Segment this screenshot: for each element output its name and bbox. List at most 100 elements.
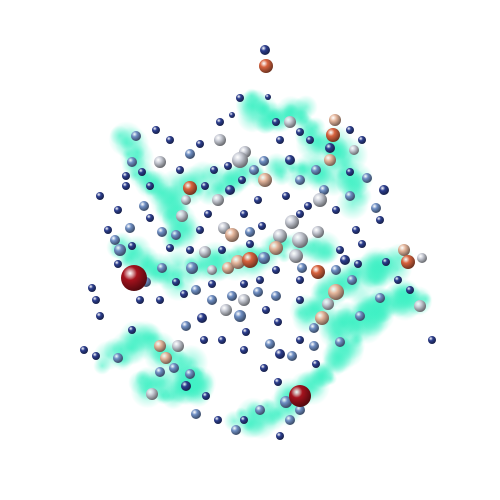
halo-sphere (276, 432, 284, 440)
halo-sphere (285, 155, 295, 165)
halo-sphere (114, 206, 122, 214)
halo-sphere (191, 285, 201, 295)
halo-sphere (172, 278, 180, 286)
halo-sphere (216, 118, 224, 126)
halo-sphere (417, 253, 427, 263)
halo-sphere (156, 296, 164, 304)
halo-sphere (200, 336, 208, 344)
halo-sphere (354, 260, 362, 268)
halo-sphere (229, 112, 235, 118)
halo-sphere (273, 229, 287, 243)
halo-sphere (296, 336, 304, 344)
halo-sphere (295, 175, 305, 185)
halo-sphere (246, 240, 254, 248)
halo-sphere (312, 226, 324, 238)
halo-sphere (222, 262, 234, 274)
halo-sphere (92, 296, 100, 304)
halo-sphere (346, 126, 354, 134)
halo-sphere (349, 145, 359, 155)
halo-sphere (240, 210, 248, 218)
halo-sphere (154, 156, 166, 168)
halo-sphere (146, 388, 158, 400)
halo-sphere (212, 194, 224, 206)
halo-sphere (201, 182, 209, 190)
halo-sphere (322, 298, 334, 310)
halo-sphere (176, 166, 184, 174)
halo-sphere (220, 304, 232, 316)
halo-sphere (208, 280, 216, 288)
halo-sphere (218, 336, 226, 344)
halo-sphere (114, 244, 126, 256)
halo-sphere (295, 405, 305, 415)
halo-sphere (265, 339, 275, 349)
halo-sphere (306, 136, 314, 144)
halo-sphere (214, 416, 222, 424)
halo-sphere (88, 284, 96, 292)
halo-sphere (224, 162, 232, 170)
halo-sphere (355, 311, 365, 321)
halo-sphere (214, 134, 226, 146)
halo-sphere (113, 353, 123, 363)
halo-sphere (256, 276, 264, 284)
halo-sphere (376, 216, 384, 224)
halo-sphere (274, 318, 282, 326)
halo-sphere (231, 425, 241, 435)
halo-sphere (328, 284, 344, 300)
halo-sphere (139, 201, 149, 211)
halo-sphere (325, 143, 335, 153)
halo-sphere (276, 136, 284, 144)
halo-sphere (347, 275, 357, 285)
halo-sphere (362, 173, 372, 183)
halo-sphere (128, 242, 136, 250)
halo-sphere (238, 294, 250, 306)
halo-sphere (225, 228, 239, 242)
halo-sphere (157, 263, 167, 273)
halo-sphere (296, 128, 304, 136)
halo-sphere (122, 172, 130, 180)
halo-sphere (121, 265, 147, 291)
halo-sphere (358, 136, 366, 144)
halo-sphere (234, 310, 246, 322)
halo-sphere (236, 94, 244, 102)
halo-sphere (315, 311, 329, 325)
halo-sphere (131, 131, 141, 141)
halo-sphere (398, 244, 410, 256)
halo-sphere (326, 128, 340, 142)
halo-sphere (176, 210, 188, 222)
halo-sphere (240, 346, 248, 354)
halo-sphere (255, 405, 265, 415)
halo-sphere (231, 255, 245, 269)
halo-sphere (358, 240, 366, 248)
halo-sphere (272, 266, 280, 274)
halo-sphere (110, 235, 120, 245)
halo-sphere (166, 244, 174, 252)
halo-sphere (172, 340, 184, 352)
halo-sphere (304, 202, 312, 210)
halo-sphere (240, 280, 248, 288)
halo-sphere (406, 286, 414, 294)
halo-sphere (92, 352, 100, 360)
gas-blob (264, 152, 290, 178)
halo-sphere (166, 136, 174, 144)
halo-sphere (227, 291, 237, 301)
halo-sphere (414, 300, 426, 312)
halo-sphere (146, 182, 154, 190)
halo-sphere (329, 114, 341, 126)
halo-sphere (181, 321, 191, 331)
halo-sphere (271, 291, 281, 301)
halo-sphere (352, 226, 360, 234)
halo-sphere (180, 290, 188, 298)
halo-sphere (138, 168, 146, 176)
halo-sphere (296, 276, 304, 284)
halo-sphere (96, 312, 104, 320)
halo-sphere (183, 181, 197, 195)
halo-sphere (287, 351, 297, 361)
halo-sphere (284, 116, 296, 128)
halo-sphere (313, 193, 327, 207)
halo-sphere (345, 191, 355, 201)
halo-sphere (114, 260, 122, 268)
halo-sphere (375, 293, 385, 303)
halo-sphere (210, 166, 218, 174)
halo-sphere (128, 326, 136, 334)
halo-sphere (401, 255, 415, 269)
